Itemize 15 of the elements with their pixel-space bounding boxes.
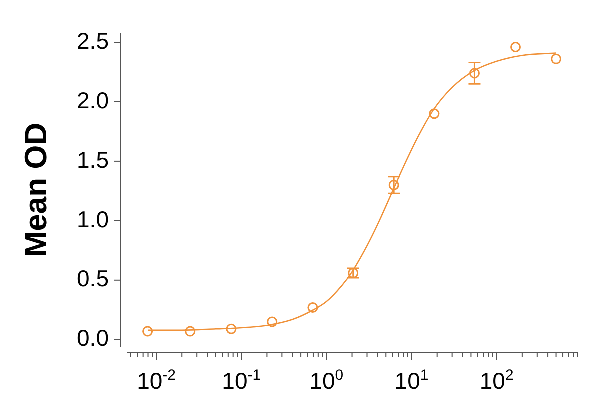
point (308, 302, 318, 313)
y-axis-title: Mean OD (18, 122, 54, 258)
y-tick-label: 0.5 (77, 266, 109, 292)
point (267, 316, 278, 328)
point (185, 326, 196, 337)
point (469, 68, 480, 79)
y-tick-label: 2.0 (77, 87, 109, 114)
point (226, 324, 237, 334)
y-tick-label: 1.0 (77, 206, 109, 232)
y-tick-label: 1.5 (77, 146, 109, 173)
point (429, 108, 440, 120)
point (510, 42, 522, 53)
y-tick-label: 2.5 (77, 28, 109, 54)
point (551, 54, 562, 64)
y-tick-label: 0.0 (77, 325, 109, 352)
